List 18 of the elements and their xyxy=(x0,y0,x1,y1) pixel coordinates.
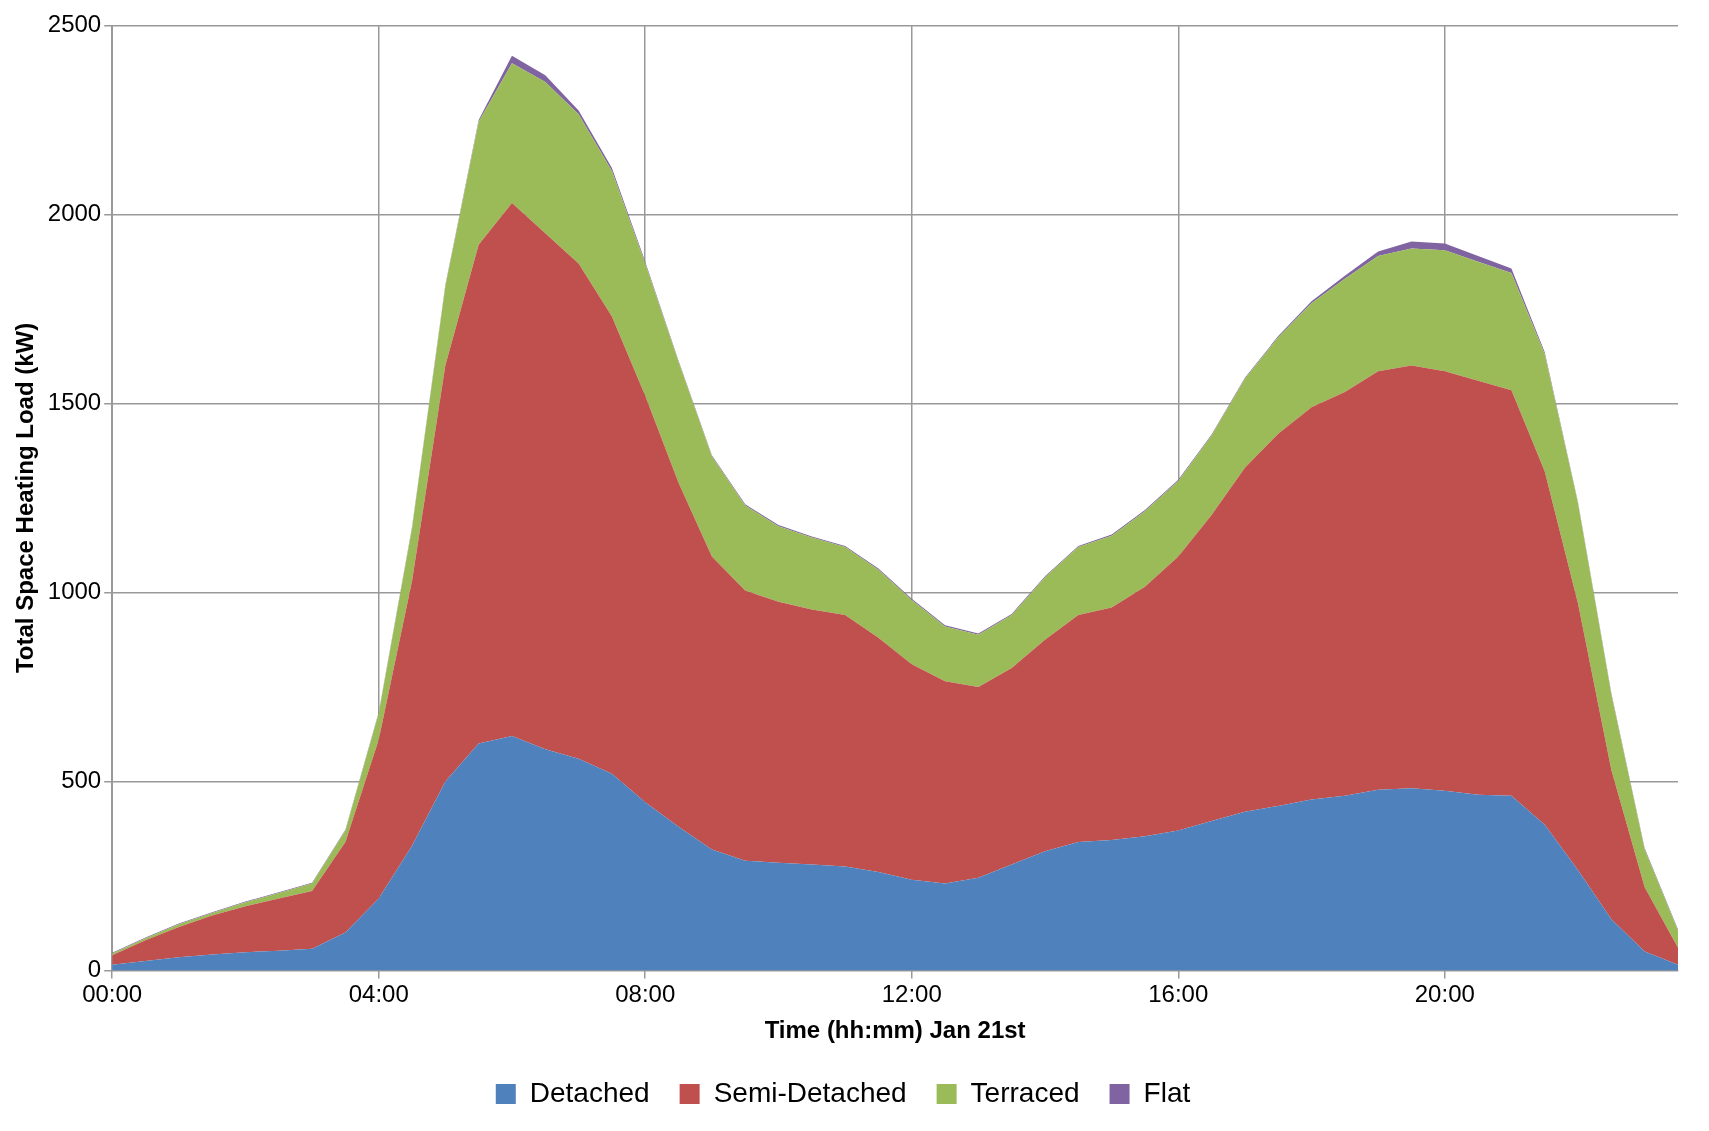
x-axis-title: Time (hh:mm) Jan 21st xyxy=(764,1016,1026,1044)
x-tick-label: 04:00 xyxy=(348,980,409,1008)
y-tick-label: 2000 xyxy=(47,199,102,227)
x-tick-label: 20:00 xyxy=(1414,980,1475,1008)
legend-label: Terraced xyxy=(970,1076,1080,1108)
legend-label: Flat xyxy=(1143,1076,1191,1108)
legend-label: Detached xyxy=(529,1076,650,1108)
legend-label: Semi-Detached xyxy=(713,1076,907,1108)
y-tick-label: 2500 xyxy=(47,10,102,38)
y-tick-label: 1000 xyxy=(47,577,102,605)
y-tick-label: 500 xyxy=(61,766,102,794)
y-tick-label: 0 xyxy=(87,955,102,983)
x-tick-label: 16:00 xyxy=(1148,980,1209,1008)
y-tick-label: 1500 xyxy=(47,388,102,416)
x-tick-label: 00:00 xyxy=(82,980,143,1008)
x-tick-label: 08:00 xyxy=(615,980,676,1008)
x-tick-label: 12:00 xyxy=(881,980,942,1008)
y-axis-title: Total Space Heating Load (kW) xyxy=(11,322,39,674)
